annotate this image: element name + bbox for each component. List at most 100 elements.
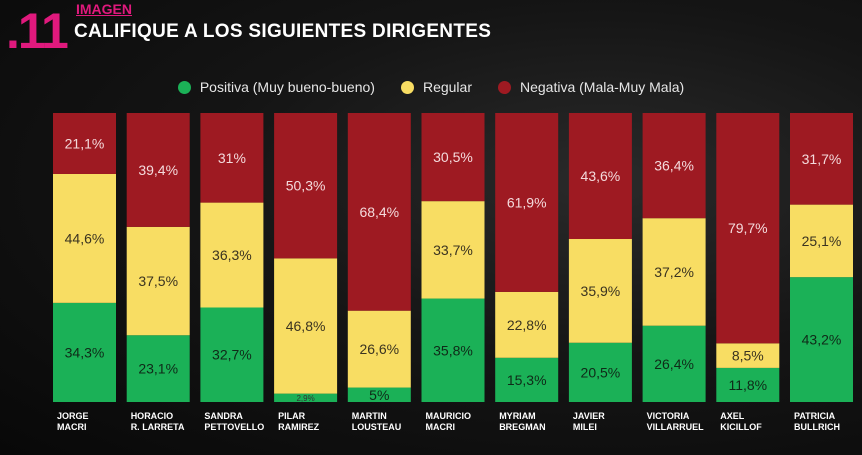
category-label: VICTORIA: [647, 411, 690, 421]
bar-segment-negativa: [642, 113, 706, 219]
data-label-positiva: 11,8%: [728, 377, 767, 393]
bar-segment-regular: [568, 239, 632, 343]
bar-segment-negativa: [421, 113, 485, 202]
legend-label-negativa: Negativa (Mala-Muy Mala): [519, 79, 685, 95]
slide-number: .11: [6, 3, 69, 59]
bar-segment-negativa: [200, 113, 264, 203]
category-label: BULLRICH: [794, 422, 840, 432]
data-label-positiva: 43,2%: [802, 332, 842, 348]
data-label-regular: 46,8%: [286, 318, 326, 334]
bar-segment-regular: [421, 201, 485, 299]
bar-segment-negativa: [790, 113, 853, 205]
bar-segment-positiva: [495, 357, 559, 402]
category-label: KICILLOF: [720, 422, 762, 432]
bar-segment-regular: [716, 343, 780, 368]
category-label: PILAR: [278, 411, 306, 421]
data-label-negativa: 31%: [218, 150, 246, 166]
data-label-regular: 44,6%: [65, 230, 105, 246]
category-label: MACRI: [57, 422, 87, 432]
data-label-regular: 33,7%: [433, 242, 473, 258]
category-label: MACRI: [426, 422, 456, 432]
bar-segment-positiva: [126, 335, 190, 402]
category-label: BREGMAN: [499, 422, 546, 432]
data-label-negativa: 43,6%: [581, 168, 621, 184]
data-label-positiva: 26,4%: [654, 356, 694, 372]
category-label: AXEL: [720, 411, 745, 421]
data-label-positiva: 23,1%: [138, 361, 178, 377]
chart-title: CALIFIQUE A LOS SIGUIENTES DIRIGENTES: [74, 21, 492, 42]
category-label: PETTOVELLO: [204, 422, 264, 432]
data-label-negativa: 50,3%: [286, 178, 326, 194]
bar-segment-positiva: [274, 393, 338, 402]
data-label-negativa: 79,7%: [728, 220, 768, 236]
legend-item-negativa: Negativa (Mala-Muy Mala): [497, 76, 685, 98]
bar-segment-positiva: [53, 302, 116, 402]
data-label-positiva: 2,9%: [296, 394, 314, 403]
data-label-negativa: 31,7%: [802, 151, 842, 167]
bar-segment-negativa: [495, 113, 559, 292]
data-label-regular: 36,3%: [212, 247, 252, 263]
legend-item-regular: Regular: [400, 76, 472, 98]
data-label-negativa: 68,4%: [359, 204, 399, 220]
bar-segment-regular: [642, 218, 706, 326]
data-label-regular: 35,9%: [581, 283, 621, 299]
data-label-negativa: 30,5%: [433, 149, 473, 165]
category-label: MAURICIO: [426, 411, 472, 421]
legend-label-positiva: Positiva (Muy bueno-bueno): [199, 79, 375, 95]
data-label-regular: 22,8%: [507, 317, 547, 333]
bar-segment-positiva: [200, 307, 264, 402]
bar-segment-regular: [790, 204, 853, 278]
bar-segment-negativa: [274, 113, 338, 259]
data-label-negativa: 39,4%: [138, 162, 178, 178]
category-label: HORACIO: [131, 411, 174, 421]
data-label-positiva: 35,8%: [433, 342, 473, 358]
bar-segment-positiva: [568, 342, 632, 402]
category-label: JORGE: [57, 411, 89, 421]
category-label: VILLARRUEL: [647, 422, 704, 432]
data-label-regular: 37,2%: [654, 264, 694, 280]
bar-segment-positiva: [642, 325, 706, 402]
category-label: SANDRA: [204, 411, 243, 421]
legend-swatch-negativa: [497, 80, 511, 94]
data-label-regular: 26,6%: [359, 341, 399, 357]
data-label-positiva: 34,3%: [65, 344, 105, 360]
legend-swatch-positiva: [177, 80, 191, 94]
legend: Positiva (Muy bueno-bueno) Regular Negat…: [0, 76, 862, 98]
data-label-positiva: 5%: [369, 387, 389, 403]
legend-label-regular: Regular: [422, 79, 472, 95]
category-label: MILEI: [573, 422, 597, 432]
bar-segment-regular: [53, 173, 116, 303]
category-label: RAMIREZ: [278, 422, 319, 432]
bar-segment-regular: [200, 202, 264, 308]
data-label-positiva: 15,3%: [507, 372, 547, 388]
bar-segment-negativa: [126, 113, 190, 227]
category-label: JAVIER: [573, 411, 605, 421]
data-label-regular: 37,5%: [138, 273, 178, 289]
section-label: IMAGEN: [76, 1, 132, 17]
bar-segment-regular: [126, 226, 190, 336]
bar-segment-positiva: [790, 277, 853, 402]
category-label: R. LARRETA: [131, 422, 185, 432]
bar-segment-regular: [274, 258, 338, 394]
bar-segment-negativa: [716, 113, 780, 344]
bar-segment-regular: [347, 310, 411, 388]
category-label: LOUSTEAU: [352, 422, 402, 432]
bar-segment-negativa: [53, 113, 116, 174]
data-label-negativa: 21,1%: [65, 135, 105, 151]
data-label-regular: 25,1%: [802, 233, 842, 249]
data-label-regular: 8,5%: [732, 348, 764, 364]
data-label-positiva: 20,5%: [581, 364, 621, 380]
bar-segment-negativa: [568, 113, 632, 240]
